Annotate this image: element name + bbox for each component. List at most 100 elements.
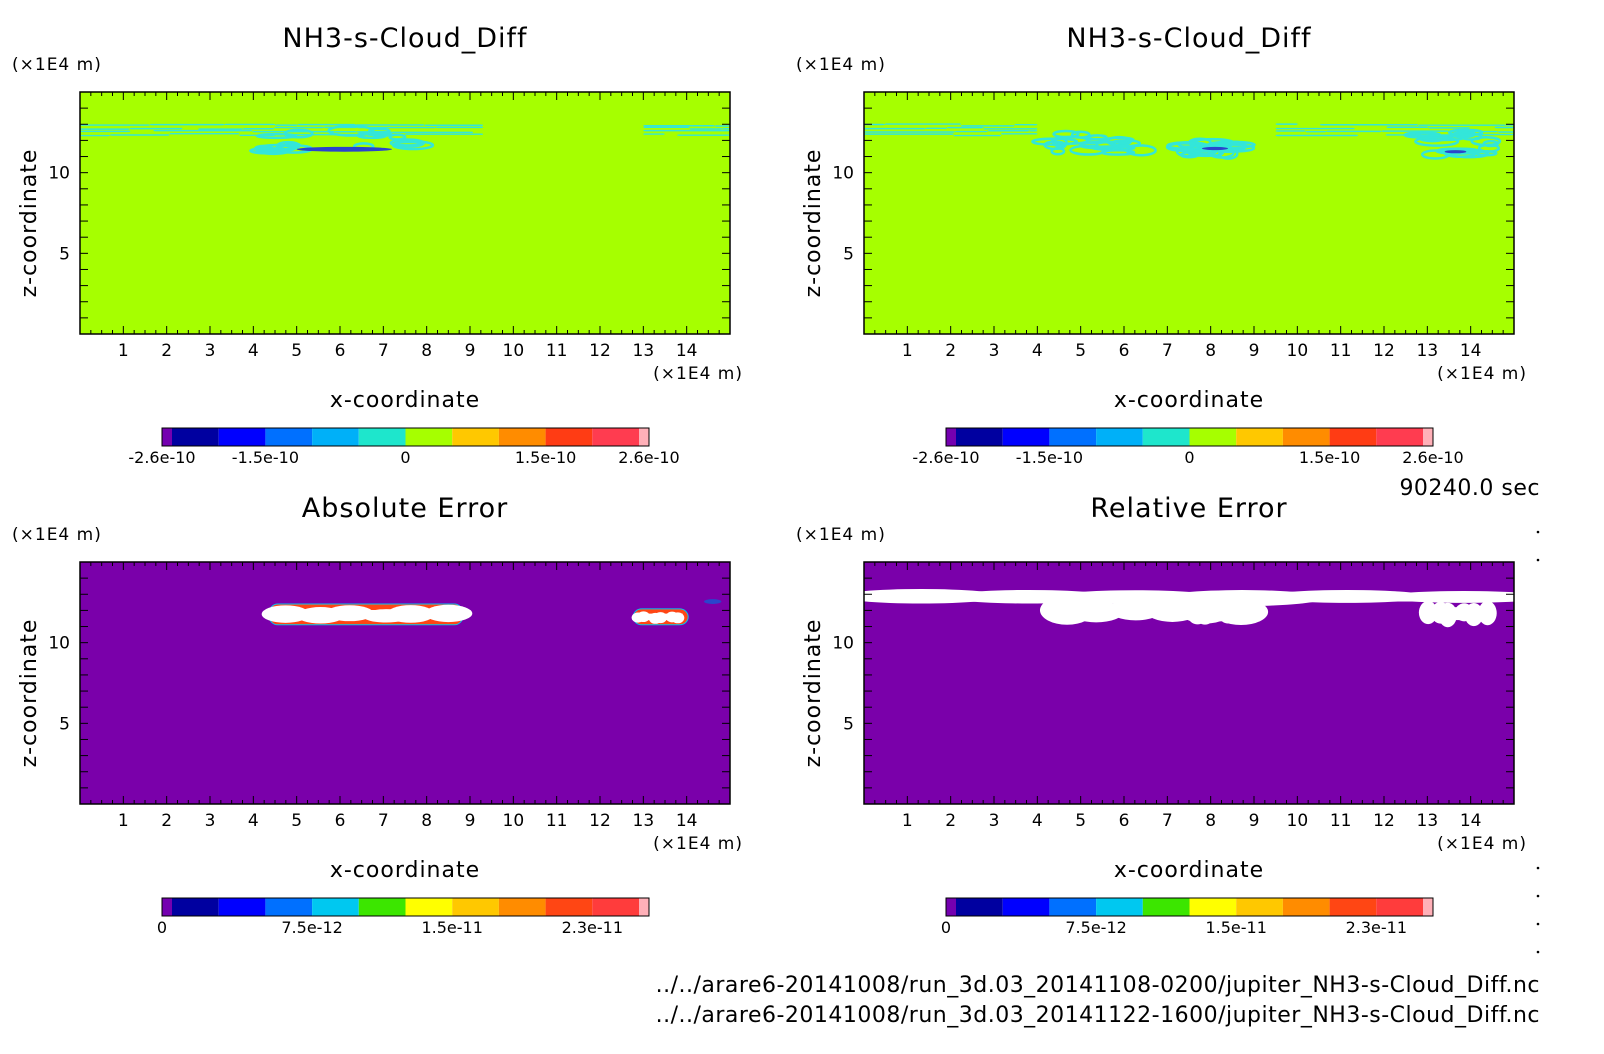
x-tick-label: 4 xyxy=(248,811,259,831)
heatmap-cell xyxy=(864,127,926,130)
heatmap-cell xyxy=(1497,131,1514,133)
colorbar-segment xyxy=(946,428,956,446)
file-path-1: ../../arare6-20141008/run_3d.03_20141108… xyxy=(656,973,1540,998)
x-tick-label: 12 xyxy=(589,811,611,831)
y-tick-label: 5 xyxy=(843,244,854,264)
x-axis-label: x-coordinate xyxy=(1114,858,1264,883)
heatmap-cell xyxy=(1193,614,1250,622)
heatmap-cell xyxy=(334,130,357,133)
heatmap-cell xyxy=(1202,146,1228,151)
heatmap-cell xyxy=(356,131,388,140)
heatmap-cell xyxy=(1275,127,1355,130)
colorbar-label: 7.5e-12 xyxy=(1065,918,1126,937)
margin-dot xyxy=(1536,558,1540,562)
heatmap-cell xyxy=(925,127,947,130)
margin-dot xyxy=(1536,530,1540,534)
heatmap-cell xyxy=(1386,126,1429,128)
x-unit-label: (×1E4 m) xyxy=(653,834,743,854)
x-tick-label: 2 xyxy=(161,811,172,831)
heatmap-cell xyxy=(242,128,275,130)
heatmap-cell xyxy=(722,128,730,130)
colorbar-segment xyxy=(218,428,266,446)
heatmap-cell xyxy=(960,125,1015,127)
heatmap-cell xyxy=(80,130,131,133)
heatmap-cell xyxy=(355,124,425,126)
heatmap-cell xyxy=(296,146,393,152)
colorbar-segment xyxy=(1282,428,1330,446)
x-tick-label: 13 xyxy=(1417,811,1439,831)
x-tick-label: 7 xyxy=(378,341,389,361)
y-unit-label: (×1E4 m) xyxy=(12,55,102,75)
heatmap-cell xyxy=(1275,130,1306,132)
colorbar-segment xyxy=(358,898,406,916)
heatmap-cell xyxy=(643,133,665,135)
x-tick-label: 8 xyxy=(1205,811,1216,831)
colorbar-segment xyxy=(956,898,1003,916)
heatmap-cell xyxy=(255,132,298,140)
heatmap-cell xyxy=(169,132,240,135)
colorbar-frame xyxy=(945,427,1434,447)
y-tick-label: 10 xyxy=(832,164,854,184)
heatmap-cell xyxy=(435,126,483,129)
heatmap-cell xyxy=(1125,144,1157,157)
x-tick-label: 1 xyxy=(902,811,913,831)
heatmap-cell xyxy=(953,134,1001,137)
heatmap-cell xyxy=(1414,136,1460,147)
heatmap-field xyxy=(864,92,1514,334)
x-tick-label: 13 xyxy=(1417,341,1439,361)
colorbar-label: 2.6e-10 xyxy=(1402,448,1463,467)
y-axis-label: z-coordinate xyxy=(17,149,42,298)
x-axis-label: x-coordinate xyxy=(1114,388,1264,413)
heatmap-cell xyxy=(946,126,984,129)
y-tick-label: 5 xyxy=(59,244,70,264)
x-tick-label: 11 xyxy=(1330,341,1352,361)
colorbar-segment xyxy=(265,428,313,446)
heatmap-cell xyxy=(1014,123,1038,126)
heatmap-cell xyxy=(1305,130,1327,133)
heatmap-cell xyxy=(955,130,988,133)
heatmap-cell xyxy=(1444,150,1467,154)
colorbar-segment xyxy=(639,428,649,446)
heatmap-cell xyxy=(274,126,324,129)
heatmap-cell xyxy=(1326,130,1382,133)
heatmap-cell xyxy=(327,124,375,137)
x-tick-label: 5 xyxy=(291,341,302,361)
heatmap-cell xyxy=(129,127,183,130)
heatmap-cell xyxy=(1000,133,1038,135)
x-tick-label: 2 xyxy=(945,341,956,361)
margin-dot xyxy=(1536,866,1540,870)
heatmap-cell xyxy=(1069,144,1108,156)
colorbar-segment xyxy=(162,428,172,446)
heatmap-cell xyxy=(275,124,298,126)
x-tick-label: 13 xyxy=(633,341,655,361)
heatmap-cell xyxy=(389,131,474,134)
heatmap-cell xyxy=(224,123,276,126)
y-tick-label: 5 xyxy=(59,714,70,734)
heatmap-cell xyxy=(404,133,483,135)
heatmap-cell xyxy=(638,613,683,621)
heatmap-field xyxy=(80,562,730,804)
heatmap-cell xyxy=(424,124,483,126)
heatmap-cell xyxy=(1381,130,1449,132)
colorbar-segment xyxy=(639,898,649,916)
heatmap-cell xyxy=(297,123,356,126)
colorbar-segment xyxy=(1423,898,1433,916)
heatmap-cell xyxy=(1475,149,1498,157)
x-tick-label: 5 xyxy=(291,811,302,831)
heatmap-cell xyxy=(864,133,954,135)
colorbar-label: 0 xyxy=(1184,448,1194,467)
heatmap-cell xyxy=(677,134,730,136)
heatmap-cell xyxy=(80,134,110,137)
colorbar-segment xyxy=(1189,898,1237,916)
chart-title: Relative Error xyxy=(1090,493,1287,524)
chart-title: Absolute Error xyxy=(302,493,508,524)
heatmap-background xyxy=(80,562,730,804)
heatmap-cell xyxy=(153,129,253,132)
colorbar-segment xyxy=(545,898,593,916)
colorbar-segment xyxy=(265,898,313,916)
colorbar-segment xyxy=(1002,898,1050,916)
heatmap-cell xyxy=(1224,141,1248,150)
y-unit-label: (×1E4 m) xyxy=(796,525,886,545)
x-tick-label: 2 xyxy=(945,811,956,831)
heatmap-cell xyxy=(1029,130,1038,132)
